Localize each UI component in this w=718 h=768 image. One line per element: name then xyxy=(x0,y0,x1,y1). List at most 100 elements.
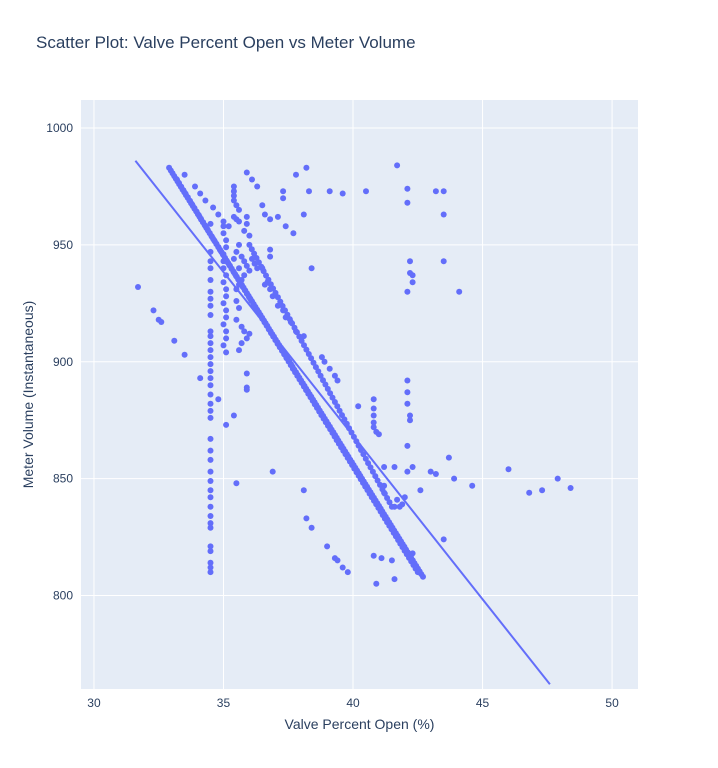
data-point xyxy=(243,213,250,220)
trend-line-group xyxy=(134,160,551,685)
data-point xyxy=(505,466,512,473)
data-point xyxy=(326,365,333,372)
data-point xyxy=(207,328,214,335)
data-point xyxy=(207,524,214,531)
data-point xyxy=(246,241,253,248)
data-point xyxy=(207,407,214,414)
data-point xyxy=(404,400,411,407)
plot-area xyxy=(81,100,638,689)
data-point xyxy=(253,255,260,261)
data-point xyxy=(267,246,274,253)
data-point xyxy=(372,473,379,480)
data-point xyxy=(207,277,214,283)
data-point xyxy=(404,185,411,192)
data-point xyxy=(207,468,214,475)
data-point xyxy=(243,220,250,227)
y-tick-label: 900 xyxy=(53,355,73,369)
data-point xyxy=(378,555,385,562)
data-point xyxy=(539,487,546,494)
data-point xyxy=(236,241,242,248)
data-point xyxy=(243,386,250,393)
data-point xyxy=(230,192,237,199)
data-point xyxy=(223,314,230,321)
y-tick-label: 800 xyxy=(53,589,73,603)
data-point xyxy=(241,258,248,265)
data-point xyxy=(409,272,416,279)
data-point xyxy=(440,188,447,195)
data-point xyxy=(181,351,188,358)
data-point xyxy=(207,487,214,494)
data-point xyxy=(197,190,204,197)
data-point xyxy=(291,324,298,331)
data-point xyxy=(207,564,214,571)
data-point xyxy=(341,416,348,423)
data-point xyxy=(303,346,310,353)
data-point xyxy=(394,496,401,503)
data-point xyxy=(321,358,328,365)
data-point xyxy=(303,164,310,171)
data-point xyxy=(280,188,287,195)
data-point xyxy=(207,503,214,510)
data-point xyxy=(381,464,388,470)
data-point xyxy=(554,475,561,482)
data-point xyxy=(317,372,324,379)
data-point xyxy=(258,263,265,270)
data-point xyxy=(451,475,458,482)
x-tick-label: 35 xyxy=(217,696,231,710)
data-point xyxy=(420,573,426,580)
x-tick-label: 45 xyxy=(476,696,490,710)
data-point xyxy=(432,471,439,477)
data-point xyxy=(220,218,227,225)
data-point xyxy=(308,524,315,531)
data-point xyxy=(322,381,329,388)
data-point xyxy=(233,248,240,255)
data-point xyxy=(404,468,411,475)
data-point xyxy=(329,394,336,401)
data-point xyxy=(336,407,343,414)
data-point xyxy=(318,354,325,361)
data-point xyxy=(407,417,413,424)
data-point xyxy=(373,580,380,587)
grid-lines xyxy=(81,100,638,689)
data-point xyxy=(308,355,315,362)
data-point xyxy=(207,248,214,255)
data-point xyxy=(207,265,214,272)
data-point xyxy=(230,197,237,204)
data-point xyxy=(381,490,388,497)
data-point xyxy=(207,569,214,576)
data-point xyxy=(353,438,360,445)
data-point xyxy=(207,361,214,368)
data-point xyxy=(135,284,141,290)
data-point xyxy=(207,494,214,501)
data-point xyxy=(220,300,227,307)
data-point xyxy=(207,559,214,566)
data-point xyxy=(243,370,250,377)
data-point xyxy=(223,272,230,279)
data-point xyxy=(220,279,227,286)
data-point xyxy=(241,328,248,335)
data-point xyxy=(207,302,214,309)
data-point xyxy=(526,489,533,496)
data-point xyxy=(207,295,214,302)
data-point xyxy=(427,468,434,475)
data-point xyxy=(324,543,331,550)
data-point xyxy=(414,569,421,576)
x-axis-label: Valve Percent Open (%) xyxy=(285,716,435,732)
data-point xyxy=(404,389,411,396)
data-point xyxy=(401,494,408,501)
data-point xyxy=(404,288,411,295)
data-point xyxy=(339,190,346,197)
data-point xyxy=(210,204,217,211)
data-point xyxy=(220,321,227,328)
data-point xyxy=(207,478,214,484)
data-point xyxy=(339,564,346,571)
data-point xyxy=(207,368,214,375)
data-point xyxy=(223,293,230,300)
data-point xyxy=(243,169,250,176)
data-point xyxy=(326,188,333,195)
x-tick-label: 40 xyxy=(346,696,360,710)
data-point xyxy=(220,265,227,272)
data-point xyxy=(367,464,374,471)
data-point xyxy=(440,211,447,218)
data-point xyxy=(215,396,222,403)
